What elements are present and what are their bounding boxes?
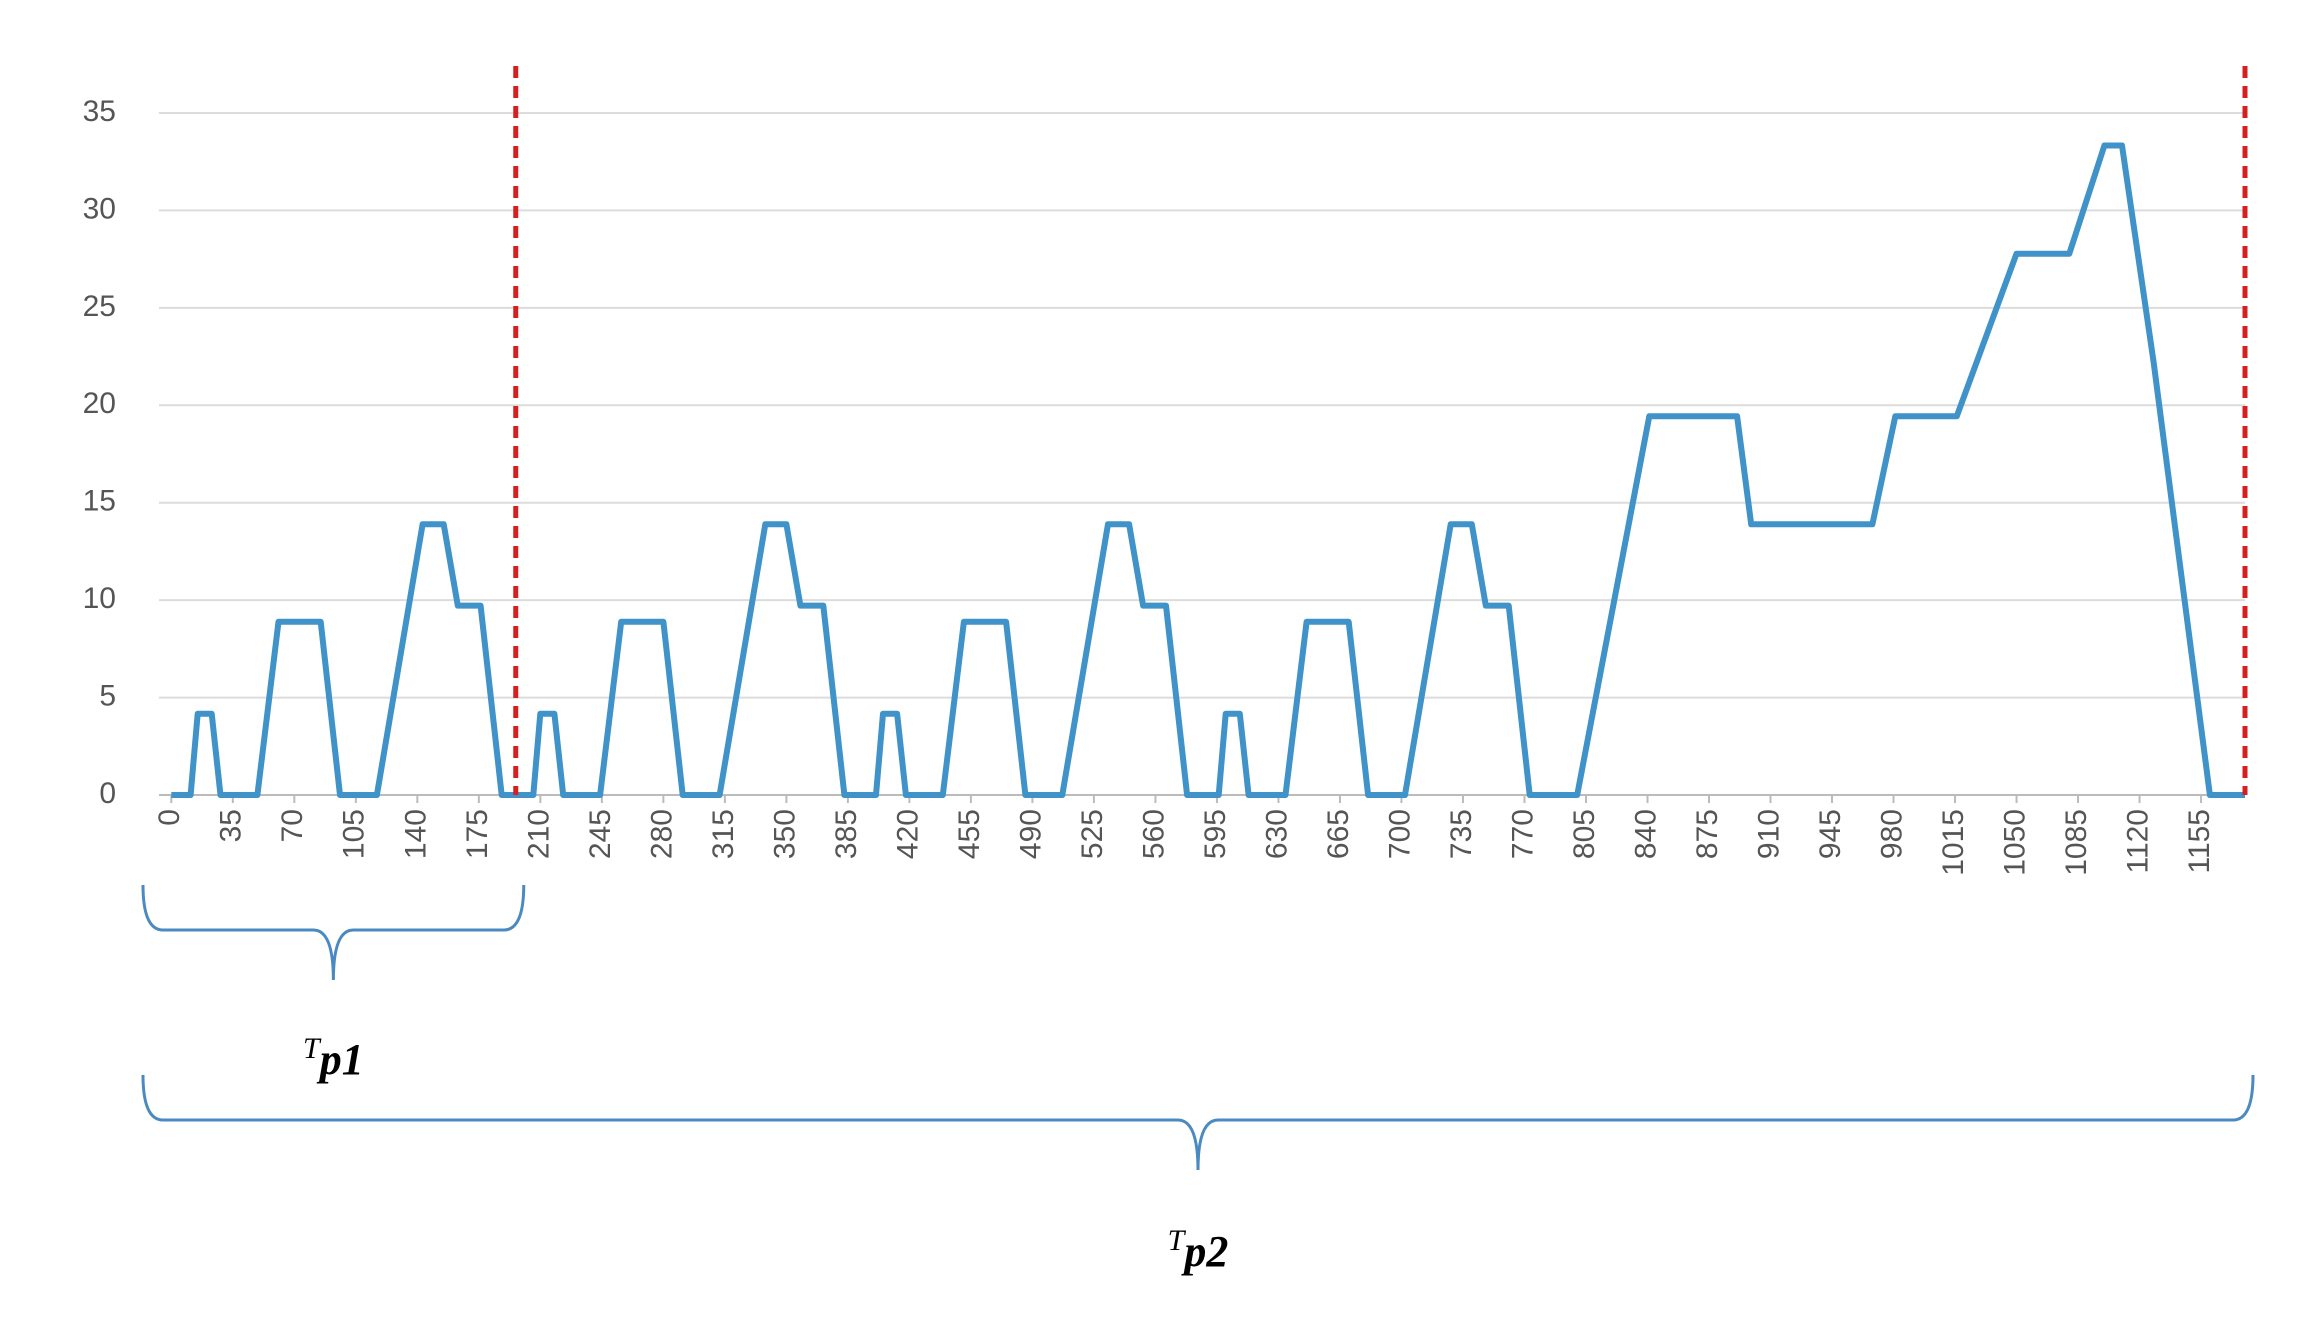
x-tick-label: 70 <box>276 809 309 842</box>
x-tick-label: 700 <box>1383 809 1416 859</box>
x-tick-label: 1050 <box>1998 809 2031 876</box>
x-tick-label: 1155 <box>2183 809 2216 874</box>
x-tick-label: 1015 <box>1937 809 1970 876</box>
x-tick-label: 665 <box>1322 809 1355 859</box>
x-tick-label: 385 <box>830 809 863 859</box>
period-label: Tp2 <box>1168 1224 1229 1276</box>
x-tick-label: 350 <box>768 809 801 859</box>
y-tick-label: 15 <box>83 485 116 518</box>
data-line <box>171 142 2245 798</box>
x-tick-label: 840 <box>1629 809 1662 859</box>
x-tick-label: 560 <box>1137 809 1170 859</box>
period-subscript: p2 <box>1180 1227 1228 1276</box>
x-tick-label: 35 <box>215 809 248 842</box>
x-tick-label: 1085 <box>2060 809 2093 876</box>
x-tick-label: 105 <box>338 809 371 859</box>
y-tick-label: 25 <box>83 290 116 323</box>
period-symbol: T <box>303 1032 322 1065</box>
period-label: Tp1 <box>303 1032 364 1084</box>
x-tick-label: 0 <box>153 809 186 826</box>
y-tick-label: 5 <box>99 679 116 712</box>
x-tick-label: 595 <box>1199 809 1232 859</box>
period-brace <box>141 884 526 981</box>
x-tick-label: 210 <box>522 809 555 859</box>
y-tick-label: 30 <box>83 192 116 225</box>
x-tick-label: 490 <box>1014 809 1047 859</box>
x-tick-label: 945 <box>1814 809 1847 859</box>
x-tick-label: 910 <box>1752 809 1785 859</box>
x-tick-label: 875 <box>1691 809 1724 859</box>
x-tick-label: 525 <box>1076 809 1109 859</box>
y-tick-label: 20 <box>83 387 116 420</box>
period-brace <box>141 1074 2255 1171</box>
x-tick-label: 245 <box>584 809 617 859</box>
period-subscript: p1 <box>316 1035 364 1084</box>
y-tick-label: 35 <box>83 95 116 128</box>
x-tick-label: 280 <box>645 809 678 859</box>
x-tick-label: 315 <box>707 809 740 859</box>
x-tick-label: 735 <box>1445 809 1478 859</box>
x-tick-label: 1120 <box>2121 809 2154 874</box>
x-tick-label: 980 <box>1875 809 1908 859</box>
x-tick-label: 175 <box>461 809 494 859</box>
period-symbol: T <box>1168 1224 1187 1257</box>
y-tick-label: 10 <box>83 582 116 615</box>
x-tick-label: 805 <box>1568 809 1601 859</box>
x-tick-label: 140 <box>399 809 432 859</box>
x-tick-label: 420 <box>891 809 924 859</box>
y-tick-label: 0 <box>99 777 116 810</box>
x-tick-label: 630 <box>1260 809 1293 859</box>
x-tick-label: 770 <box>1506 809 1539 859</box>
x-tick-label: 455 <box>953 809 986 859</box>
